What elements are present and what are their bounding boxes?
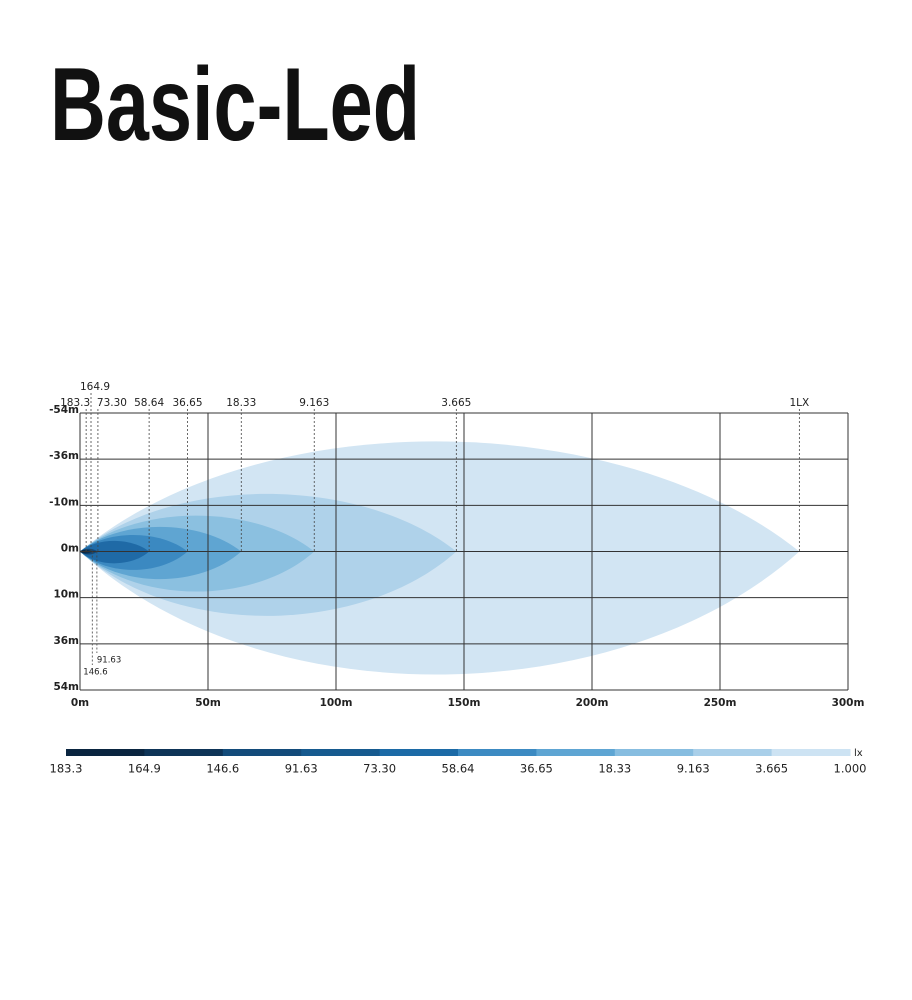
isolux-label: 183.3 xyxy=(60,397,90,409)
colorbar-label: 9.163 xyxy=(677,762,710,776)
colorbar-segment xyxy=(536,749,616,756)
x-tick-label: 250m xyxy=(704,697,737,709)
y-tick-label: -36m xyxy=(49,450,79,462)
colorbar-segment xyxy=(379,749,459,756)
colorbar-segment xyxy=(144,749,224,756)
y-tick-label: 0m xyxy=(61,543,79,555)
contours xyxy=(80,441,800,675)
x-tick-label: 150m xyxy=(448,697,481,709)
x-tick-label: 200m xyxy=(576,697,609,709)
colorbar-label: 91.63 xyxy=(285,762,318,776)
colorbar-label: 58.64 xyxy=(442,762,475,776)
colorbar-segment xyxy=(771,749,851,756)
x-tick-label: 100m xyxy=(320,697,353,709)
colorbar-segment xyxy=(458,749,537,756)
isolux-label: 164.9 xyxy=(80,381,110,393)
colorbar-label: 36.65 xyxy=(520,762,553,776)
x-tick-label: 50m xyxy=(195,697,221,709)
colorbar-label: 73.30 xyxy=(363,762,396,776)
y-tick-label: 36m xyxy=(53,635,79,647)
x-tick-label: 300m xyxy=(832,697,865,709)
colorbar-label: 18.33 xyxy=(598,762,631,776)
y-tick-label: 10m xyxy=(53,589,79,601)
colorbar-label: 183.3 xyxy=(50,762,83,776)
isolux-label: 18.33 xyxy=(226,397,256,409)
isolux-contour xyxy=(80,540,150,564)
colorbar-label: 146.6 xyxy=(206,762,239,776)
isolux-label: 3.665 xyxy=(441,397,471,409)
y-tick-label: -54m xyxy=(49,404,79,416)
isolux-label: 73.30 xyxy=(97,397,127,409)
colorbar-label: 3.665 xyxy=(755,762,788,776)
title: Basic-Led xyxy=(50,47,420,163)
x-tick-label: 0m xyxy=(71,697,89,709)
colorbar-segment xyxy=(693,749,773,756)
y-tick-label: 54m xyxy=(53,681,79,693)
colorbar-segment xyxy=(301,749,381,756)
colorbar-label: 164.9 xyxy=(128,762,161,776)
y-tick-label: -10m xyxy=(49,496,79,508)
colorbar-unit: lx xyxy=(854,748,863,759)
isolux-label: 36.65 xyxy=(172,397,202,409)
colorbar-segment xyxy=(222,749,302,756)
overlay: 0m 50m 100m 150m 200m 250m 300m -54m -36m -10m 0m 1… xyxy=(49,381,864,709)
colorbar-label: 1.000 xyxy=(834,762,867,776)
isolux-label: 146.6 xyxy=(83,668,107,678)
colorbar-segment xyxy=(614,749,694,756)
isolux-label: 9.163 xyxy=(299,397,329,409)
isolux-label: 58.64 xyxy=(134,397,164,409)
isolux-label: 1LX xyxy=(789,397,809,409)
isolux-label: 91.63 xyxy=(97,656,121,666)
colorbar-segment xyxy=(66,749,145,756)
